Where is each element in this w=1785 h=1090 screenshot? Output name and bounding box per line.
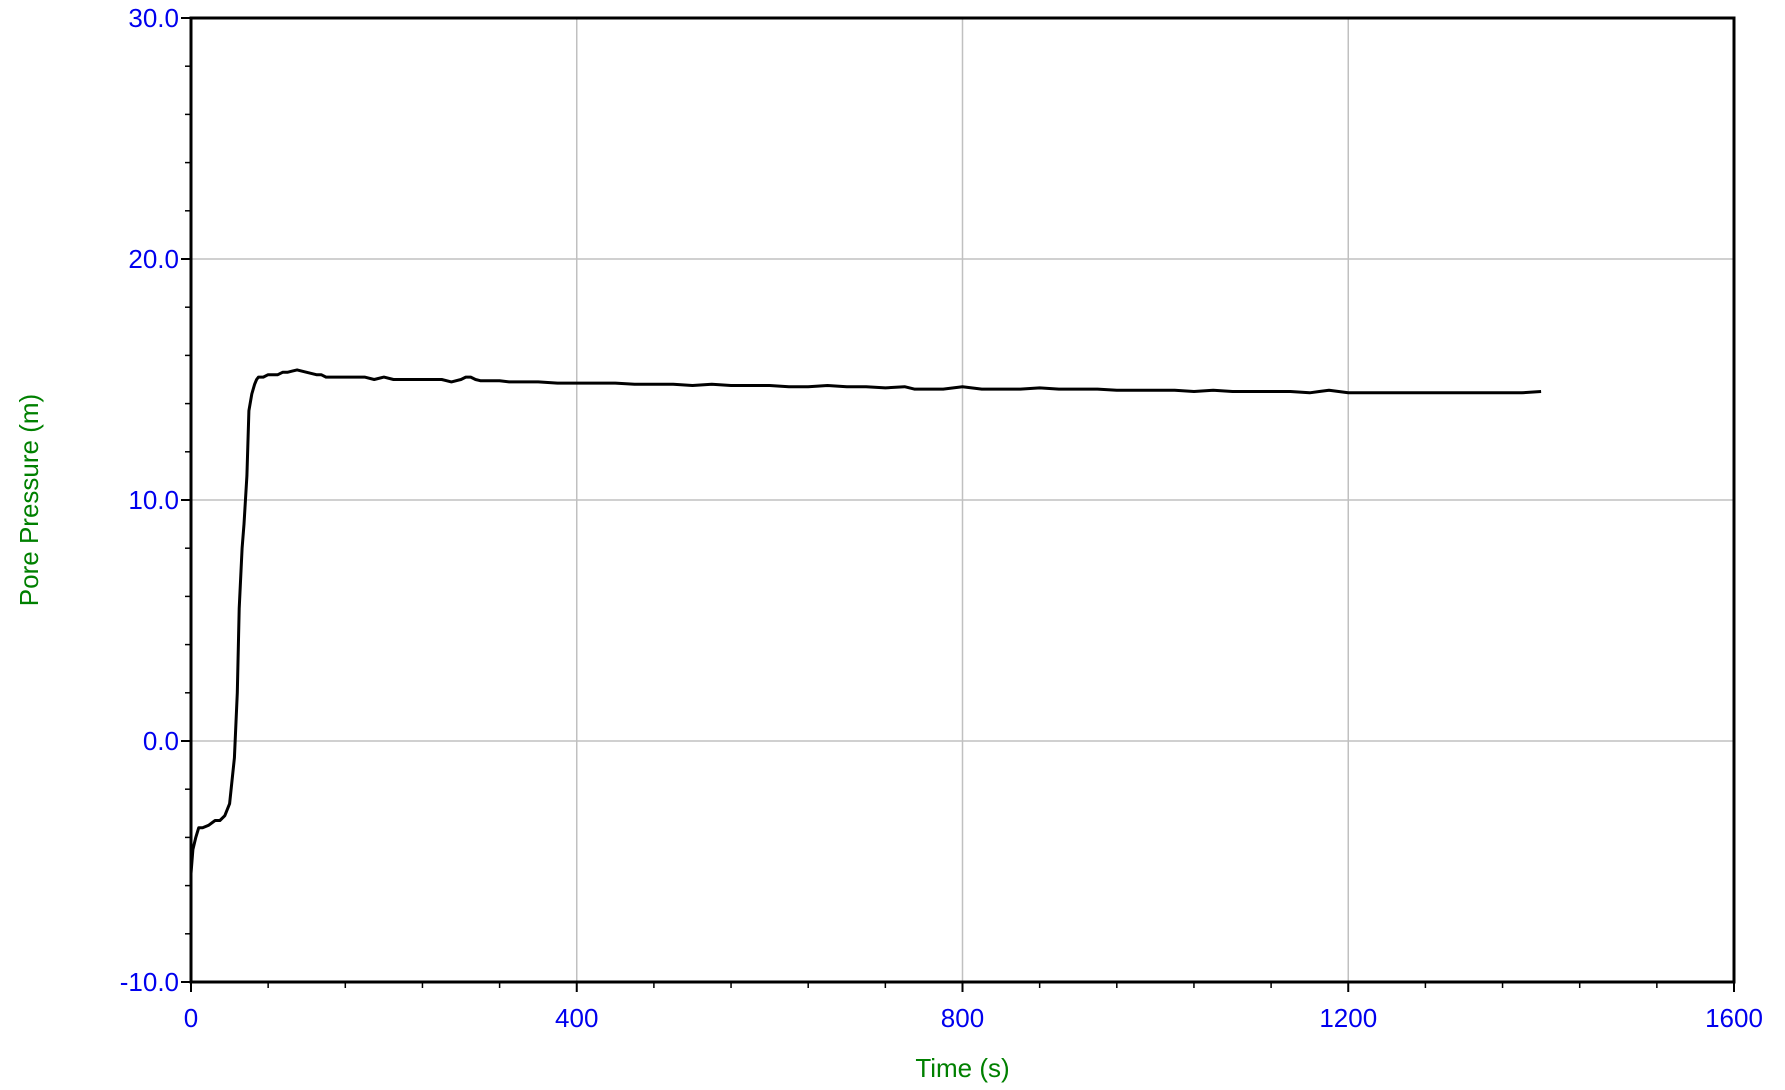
x-tick-label: 800	[941, 1003, 984, 1033]
x-axis-title: Time (s)	[915, 1053, 1009, 1083]
x-tick-label: 0	[184, 1003, 198, 1033]
y-tick-label: -10.0	[120, 967, 179, 997]
x-tick-label: 1600	[1705, 1003, 1763, 1033]
series-line	[189, 368, 1542, 874]
plot-frame	[189, 16, 1736, 984]
x-tick-label: 1200	[1319, 1003, 1377, 1033]
x-tick-label: 400	[555, 1003, 598, 1033]
y-tick-label: 0.0	[143, 726, 179, 756]
y-tick-labels: -10.0 0.0 10.0 20.0 30.0	[120, 3, 179, 997]
grid	[191, 18, 1734, 982]
y-tick-label: 20.0	[128, 244, 179, 274]
x-tick-labels: 0 400 800 1200 1600	[184, 1003, 1763, 1033]
minor-ticks	[181, 17, 1735, 992]
y-tick-label: 30.0	[128, 3, 179, 33]
y-axis-title: Pore Pressure (m)	[14, 394, 44, 606]
y-tick-label: 10.0	[128, 485, 179, 515]
